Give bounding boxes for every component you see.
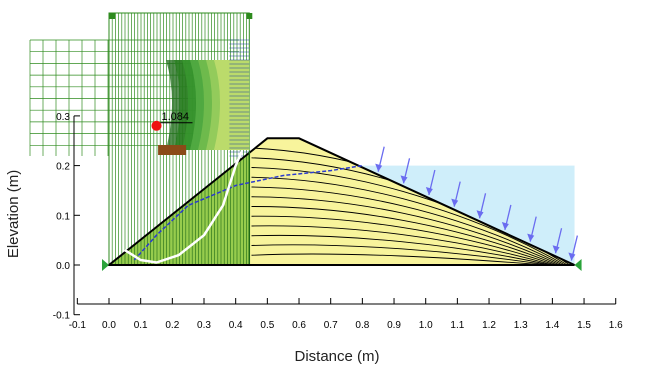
- x-tick-label: 0.6: [292, 320, 306, 331]
- slip-grid: [29, 12, 253, 266]
- water-arrow-head: [527, 233, 535, 242]
- water-arrow-head: [476, 210, 484, 219]
- x-tick-label: 1.3: [514, 320, 528, 331]
- analysis-lines: [102, 150, 582, 271]
- y-axis-title: Elevation (m): [5, 170, 22, 258]
- x-tick-label: 0.0: [102, 320, 116, 331]
- contour-low-patch: [158, 145, 187, 155]
- support-right-icon: [574, 259, 582, 271]
- x-tick-label: 1.5: [577, 320, 591, 331]
- fs-contour-band: [214, 60, 250, 150]
- water-arrow-head: [501, 221, 509, 230]
- dam-layer-line: [251, 234, 551, 265]
- water-arrow-head: [552, 245, 560, 254]
- grid-corner-node: [109, 13, 115, 19]
- dam-layer-line: [251, 244, 548, 265]
- dam-layer-line: [251, 196, 561, 265]
- x-tick-label: 0.4: [229, 320, 243, 331]
- water-arrow-head: [425, 186, 433, 195]
- x-tick-label: 0.3: [197, 320, 211, 331]
- support-left-icon: [102, 259, 109, 271]
- x-tick-label: 1.1: [450, 320, 464, 331]
- dam-layer-line: [251, 206, 558, 265]
- dam-layer-line: [251, 225, 553, 265]
- x-tick-label: -0.1: [69, 320, 87, 331]
- x-ticks: -0.1 0.0 0.1 0.2 0.3 0.4 0.5 0.6 0.7 0.8 0.9 1.0 1.1…: [69, 298, 623, 331]
- y-tick-label: 0.2: [56, 162, 70, 173]
- x-tick-label: 1.0: [419, 320, 433, 331]
- fs-value-label: 1.084: [162, 111, 190, 123]
- x-axis-title: Distance (m): [294, 348, 379, 365]
- y-tick-label: -0.1: [53, 311, 71, 322]
- dam-layer-line: [251, 186, 563, 265]
- dam-layer-line: [251, 176, 566, 265]
- x-tick-label: 0.9: [387, 320, 401, 331]
- grid-corner-node: [246, 13, 253, 19]
- water-arrow-head: [400, 175, 408, 184]
- x-tick-label: 1.6: [609, 320, 623, 331]
- water-arrow-head: [375, 163, 383, 172]
- x-tick-label: 0.7: [324, 320, 338, 331]
- fs-center-marker: [151, 120, 162, 131]
- x-tick-label: 0.5: [260, 320, 274, 331]
- water-arrow-head: [451, 198, 459, 207]
- water-pressure-arrows: [375, 146, 579, 261]
- x-tick-label: 0.2: [165, 320, 179, 331]
- x-tick-label: 1.4: [545, 320, 559, 331]
- critical-slip-surface: [124, 150, 244, 264]
- factor-of-safety: 1.084: [151, 111, 193, 131]
- dam-layer-line: [251, 215, 556, 265]
- x-tick-label: 0.1: [134, 320, 148, 331]
- y-tick-label: 0.0: [56, 261, 70, 272]
- phreatic-line: [133, 164, 363, 261]
- x-tick-label: 1.2: [482, 320, 496, 331]
- y-tick-label: 0.1: [56, 211, 70, 222]
- y-ticks: -0.1 0.0 0.1 0.2 0.3: [53, 112, 80, 322]
- y-tick-label: 0.3: [56, 112, 70, 123]
- x-tick-label: 0.8: [355, 320, 369, 331]
- water-arrow-head: [568, 252, 576, 261]
- dam-layer-line: [251, 253, 546, 265]
